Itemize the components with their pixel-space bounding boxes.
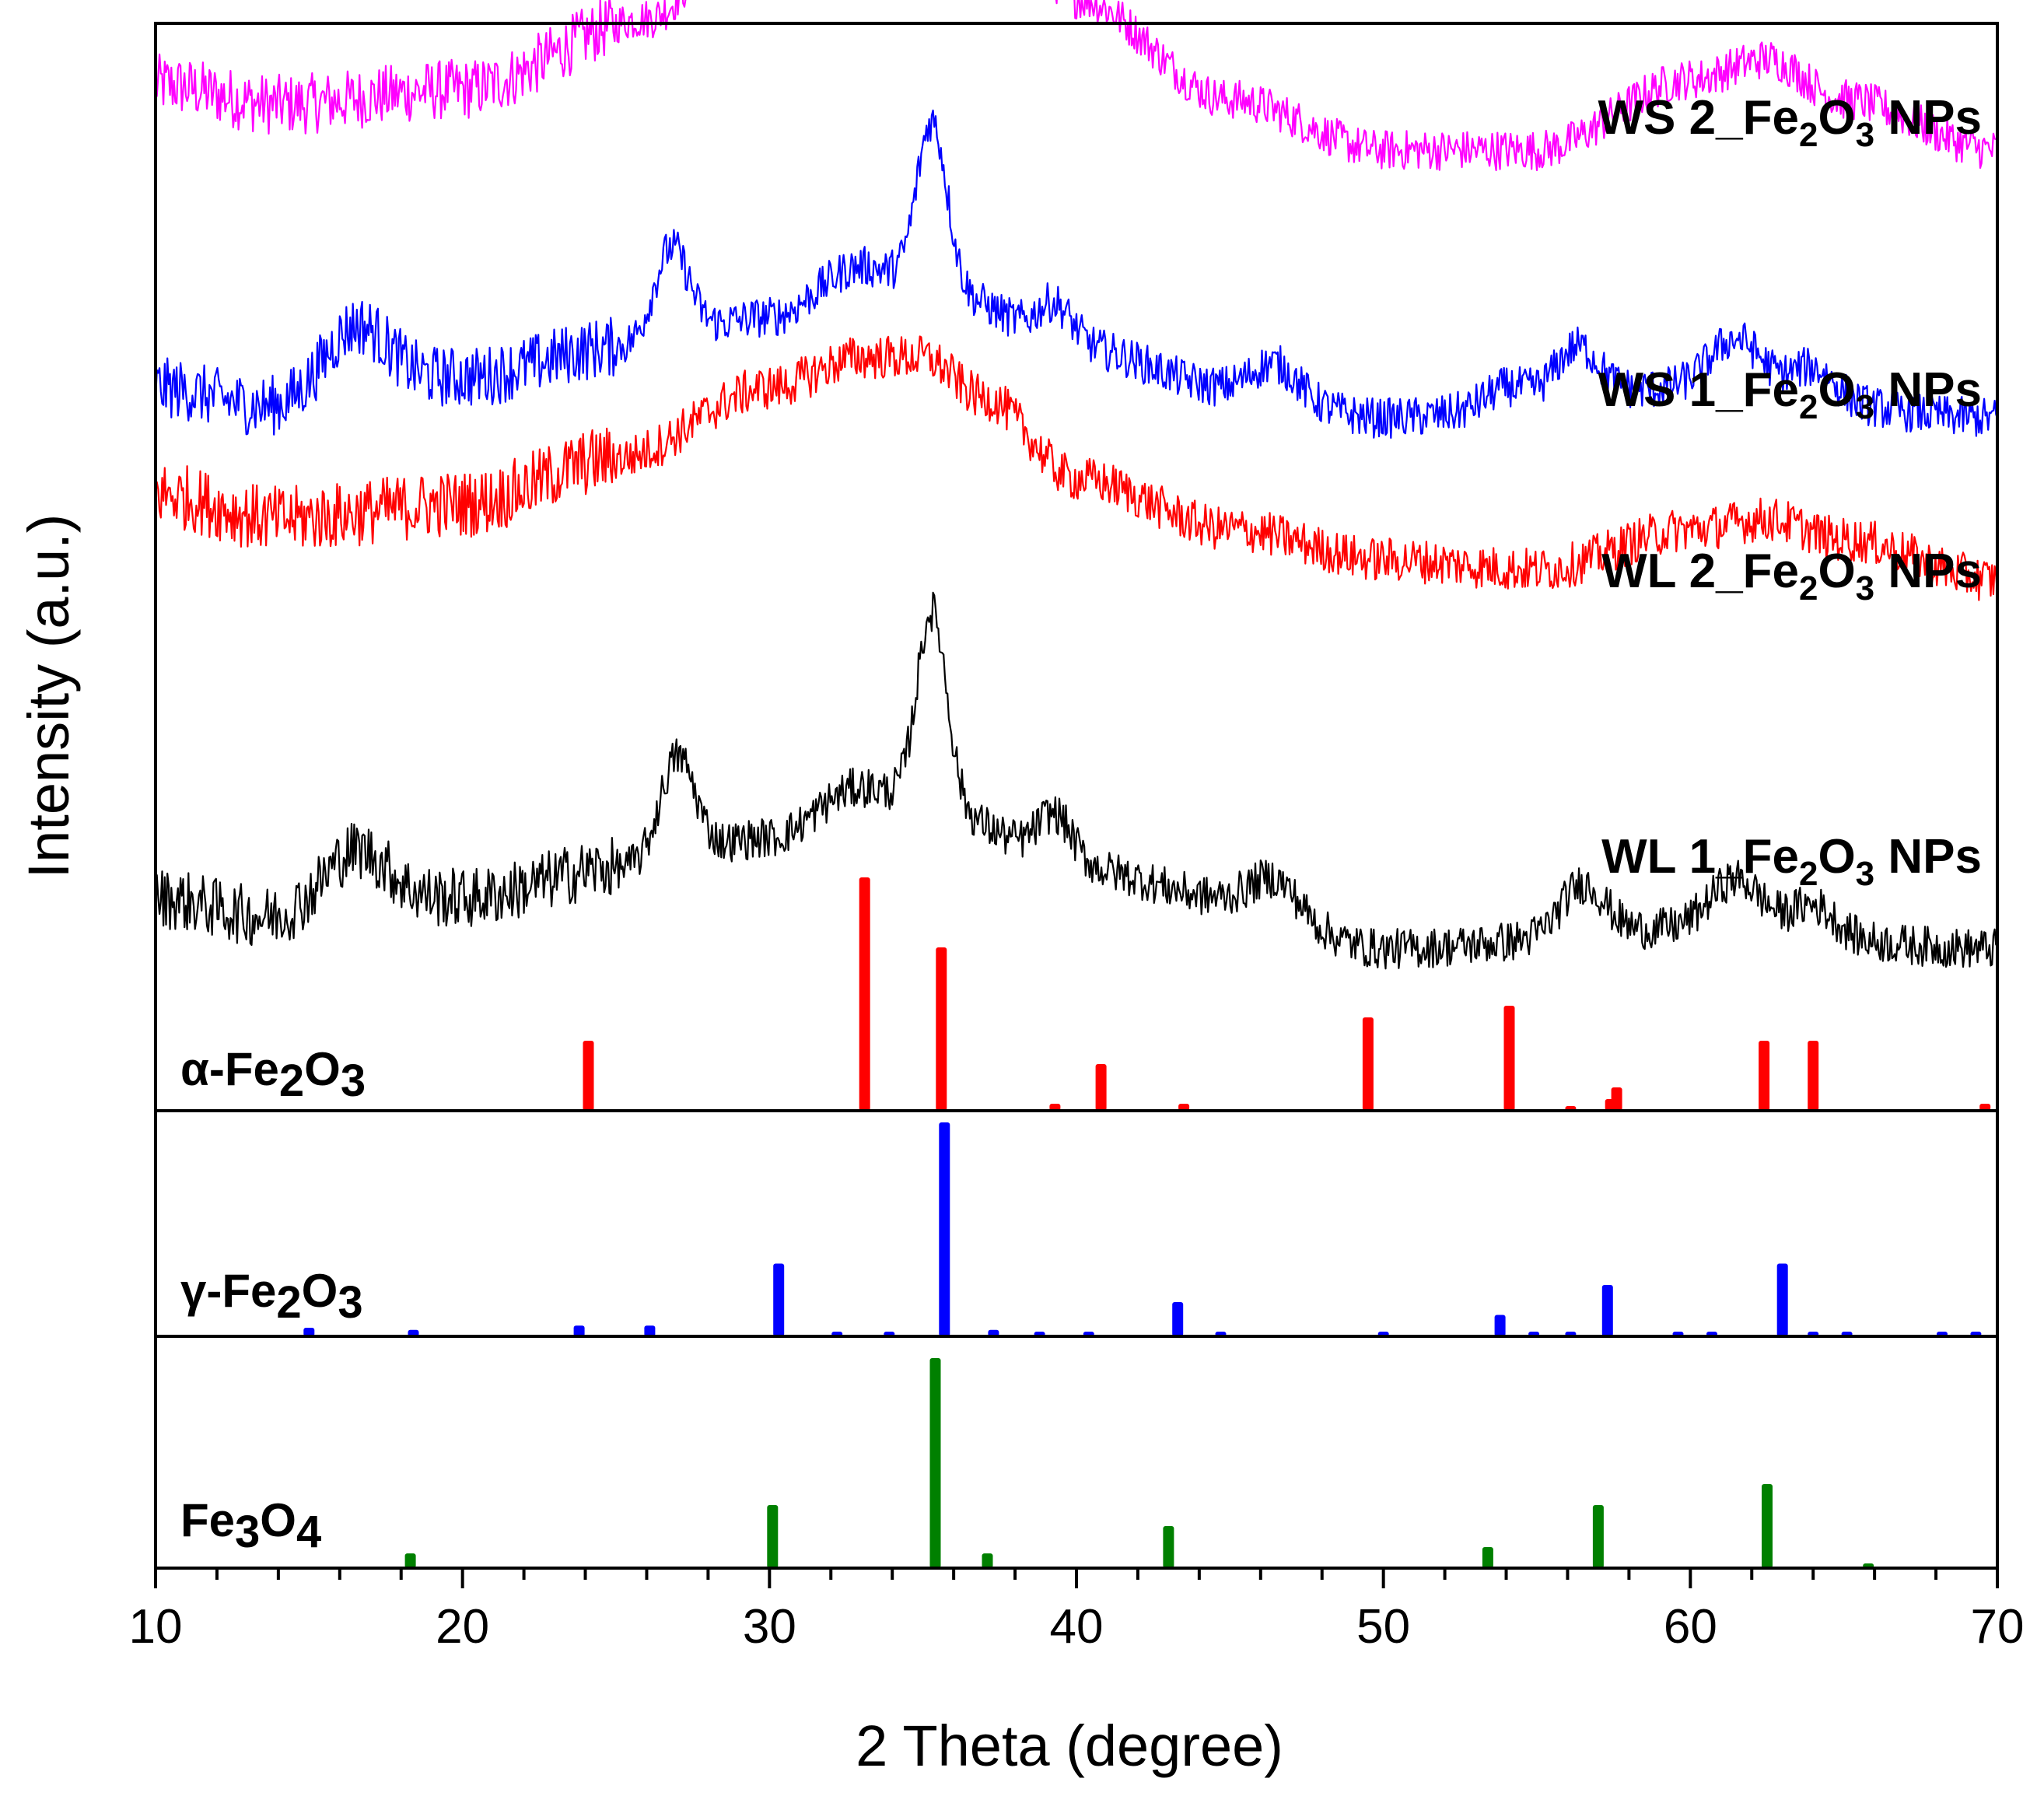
label-part: O (1818, 363, 1855, 417)
reference-stick (1494, 1315, 1506, 1336)
y-axis-title: Intensity (a.u.) (16, 514, 81, 879)
reference-stick (1592, 1505, 1604, 1568)
series-line-2 (154, 335, 1999, 601)
reference-stick (1362, 1017, 1374, 1111)
x-tick-label: 10 (129, 1600, 183, 1654)
reference-stick (936, 947, 947, 1111)
label-part: 3 (338, 1277, 362, 1328)
label-part: NPs (1874, 830, 1982, 884)
reference-stick (1049, 1104, 1061, 1111)
label-part: γ-Fe (180, 1265, 276, 1317)
series-line-1 (154, 109, 1999, 439)
reference-stick (767, 1505, 779, 1568)
label-part: 3 (1856, 116, 1874, 154)
label-part: NPs (1874, 91, 1982, 145)
reference-0 (583, 877, 1991, 1111)
label-part: 2 (1799, 116, 1818, 154)
series-line-0 (154, 0, 1998, 171)
reference-2 (404, 1358, 1874, 1568)
reference-label-2: Fe3O4 (180, 1494, 321, 1557)
label-part: 3 (235, 1507, 260, 1557)
reference-stick (303, 1328, 315, 1336)
reference-stick (1979, 1104, 1991, 1111)
reference-stick (982, 1553, 993, 1568)
label-part: 3 (1856, 388, 1874, 426)
label-part: 2 (279, 1056, 304, 1106)
label-part: NPs (1874, 363, 1982, 417)
reference-stick (573, 1325, 585, 1337)
series-label-3: WL 1_Fe2O3 NPs (1601, 830, 1982, 893)
reference-stick (1163, 1526, 1174, 1568)
reference-stick (1482, 1547, 1493, 1568)
x-tick-label: 70 (1971, 1600, 2025, 1654)
label-part: O (304, 1043, 341, 1095)
reference-label-0: α-Fe2O3 (180, 1043, 366, 1106)
x-axis-ticks: 10 20 30 40 50 60 70 (129, 1568, 2025, 1654)
x-tick-label: 50 (1356, 1600, 1410, 1654)
label-part: 3 (1856, 569, 1874, 607)
reference-stick (1503, 1006, 1515, 1111)
x-tick-label: 30 (743, 1600, 796, 1654)
label-part: O (1818, 544, 1855, 598)
reference-stick (1776, 1263, 1788, 1336)
reference-stick (1172, 1302, 1184, 1336)
label-part: O (302, 1265, 338, 1317)
series-label-2: WL 2_Fe2O3 NPs (1601, 544, 1982, 607)
reference-panels (303, 877, 1991, 1568)
series-label-0: WS 2_Fe2O3 NPs (1598, 91, 1982, 154)
label-part: WL 1_Fe (1601, 830, 1799, 884)
label-part: 2 (276, 1277, 301, 1328)
reference-stick (404, 1553, 416, 1568)
reference-stick (773, 1263, 785, 1336)
label-part: NPs (1874, 544, 1982, 598)
label-part: O (1818, 91, 1855, 145)
reference-stick (939, 1122, 950, 1336)
label-part: O (1818, 830, 1855, 884)
reference-stick (1762, 1484, 1773, 1568)
series-line-3 (154, 591, 1999, 970)
reference-stick (1808, 1041, 1819, 1111)
x-tick-label: 60 (1664, 1600, 1717, 1654)
series-label-1: WS 1_Fe2O3 NPs (1598, 363, 1982, 426)
x-axis-title: 2 Theta (degree) (856, 1714, 1283, 1778)
reference-1 (303, 1122, 1982, 1337)
label-part: 4 (296, 1507, 321, 1557)
spectra-panel (154, 0, 1999, 970)
label-part: 3 (341, 1056, 366, 1106)
reference-stick (1095, 1064, 1107, 1111)
label-part: Fe (180, 1494, 235, 1546)
reference-label-1: γ-Fe2O3 (180, 1265, 363, 1328)
label-part: 2 (1799, 569, 1818, 607)
label-part: 2 (1799, 855, 1818, 893)
label-part: WS 2_Fe (1598, 91, 1799, 145)
label-part: 2 (1799, 388, 1818, 426)
reference-stick (644, 1325, 656, 1337)
label-part: α-Fe (180, 1043, 279, 1095)
reference-stick (929, 1358, 941, 1568)
reference-stick (1759, 1041, 1770, 1111)
label-part: WS 1_Fe (1598, 363, 1799, 417)
reference-stick (583, 1041, 594, 1111)
x-tick-label: 20 (436, 1600, 489, 1654)
reference-stick (859, 877, 870, 1111)
label-part: WL 2_Fe (1601, 544, 1799, 598)
label-part: 3 (1856, 855, 1874, 893)
x-tick-label: 40 (1050, 1600, 1104, 1654)
reference-stick (1178, 1104, 1190, 1111)
label-part: O (260, 1494, 296, 1546)
reference-stick (1611, 1087, 1622, 1111)
reference-stick (1601, 1285, 1613, 1336)
